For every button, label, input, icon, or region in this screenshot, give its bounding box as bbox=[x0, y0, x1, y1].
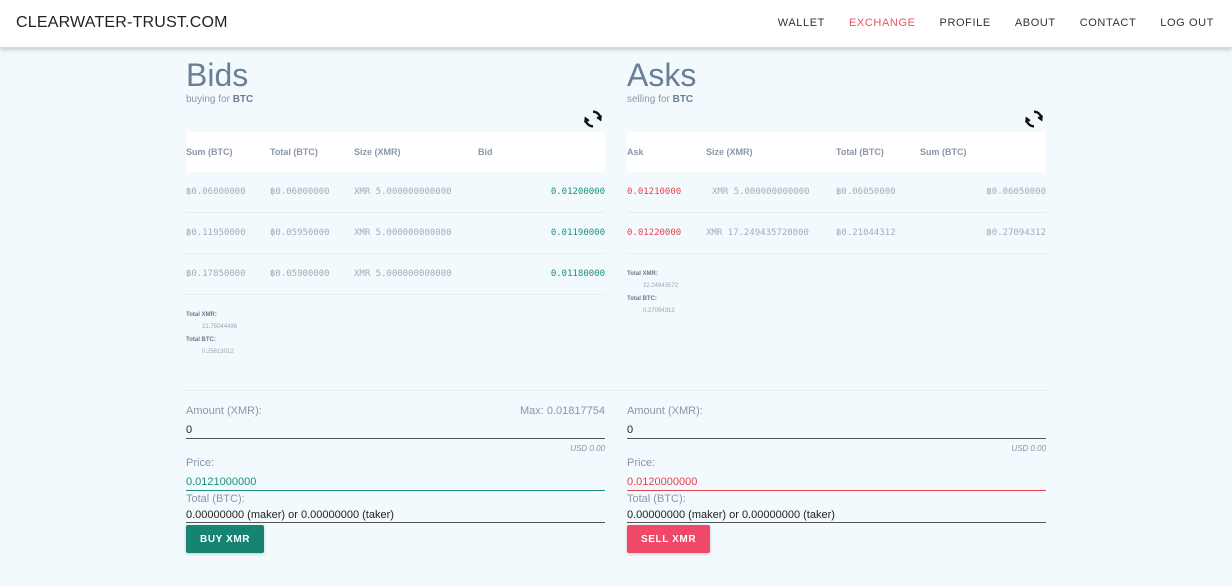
bids-header-bid: Bid bbox=[478, 147, 493, 157]
asks-subtitle-currency: BTC bbox=[672, 94, 694, 105]
sell-amount-input[interactable] bbox=[627, 417, 1046, 439]
bids-header-sum: Sum (BTC) bbox=[186, 147, 233, 157]
asks-total-btc-value: 0.27094312 bbox=[643, 308, 675, 314]
buy-form: Amount (XMR): Max: 0.01817754 USD 0.00 P… bbox=[186, 405, 605, 553]
asks-row[interactable]: 0.01220000 XMR 17.249435720000 ฿0.210443… bbox=[627, 213, 1046, 254]
sell-xmr-button[interactable]: SELL XMR bbox=[627, 525, 711, 553]
buy-price-input[interactable] bbox=[186, 469, 605, 491]
ask-total: ฿0.06050000 bbox=[836, 187, 896, 197]
bid-size: XMR 5.000000000000 bbox=[354, 187, 452, 197]
bids-panel: Bids buying for BTC Sum (BTC) Total (BTC… bbox=[186, 57, 605, 355]
sell-total-label: Total (BTC): bbox=[627, 493, 686, 505]
bids-totals: Total XMR: 21.75044496 Total BTC: 0.2561… bbox=[186, 295, 605, 355]
asks-total-xmr-label: Total XMR: bbox=[627, 271, 658, 277]
ask-sum: ฿0.27094312 bbox=[986, 228, 1046, 238]
bid-size: XMR 5.000000000000 bbox=[354, 228, 452, 238]
buy-total-value: 0.00000000 (maker) or 0.00000000 (taker) bbox=[186, 505, 605, 523]
asks-orderbook: Ask Size (XMR) Total (BTC) Sum (BTC) 0.0… bbox=[627, 132, 1046, 314]
bids-subtitle: buying for BTC bbox=[186, 94, 605, 105]
nav-wallet[interactable]: WALLET bbox=[777, 17, 825, 29]
buy-usd-value: USD 0.00 bbox=[570, 444, 605, 453]
bid-price: 0.01180000 bbox=[550, 269, 605, 279]
bids-row[interactable]: ฿0.06000000 ฿0.06000000 XMR 5.0000000000… bbox=[186, 172, 605, 213]
bids-total-xmr-value: 21.75044496 bbox=[202, 324, 238, 330]
buy-xmr-button[interactable]: BUY XMR bbox=[186, 525, 265, 553]
asks-header-ask: Ask bbox=[627, 147, 644, 157]
nav-logout[interactable]: LOG OUT bbox=[1160, 17, 1214, 29]
bids-total-btc-label: Total BTC: bbox=[186, 337, 216, 343]
nav-exchange[interactable]: EXCHANGE bbox=[849, 17, 916, 29]
sell-price-label: Price: bbox=[627, 457, 656, 469]
brand-logo[interactable]: CLEARWATER-TRUST.COM bbox=[16, 14, 228, 31]
ask-price: 0.01220000 bbox=[627, 228, 682, 238]
asks-table-header: Ask Size (XMR) Total (BTC) Sum (BTC) bbox=[627, 132, 1046, 172]
sell-amount-label: Amount (XMR): bbox=[627, 405, 703, 417]
bids-refresh-icon[interactable] bbox=[582, 108, 604, 130]
buy-price-label: Price: bbox=[186, 457, 215, 469]
section-divider bbox=[186, 390, 1046, 391]
bids-total-btc-value: 0.25613012 bbox=[202, 349, 234, 355]
nav-menu: WALLET EXCHANGE PROFILE ABOUT CONTACT LO… bbox=[778, 17, 1214, 29]
sell-form: Amount (XMR): USD 0.00 Price: Total (BTC… bbox=[627, 405, 1046, 553]
bid-total: ฿0.05950000 bbox=[270, 228, 330, 238]
nav-profile[interactable]: PROFILE bbox=[939, 17, 991, 29]
bids-subtitle-prefix: buying for bbox=[186, 94, 230, 105]
bids-header-total: Total (BTC) bbox=[270, 147, 318, 157]
bids-total-xmr-label: Total XMR: bbox=[186, 312, 217, 318]
bids-row[interactable]: ฿0.11950000 ฿0.05950000 XMR 5.0000000000… bbox=[186, 213, 605, 254]
asks-refresh-icon[interactable] bbox=[1023, 108, 1045, 130]
asks-header-size: Size (XMR) bbox=[706, 147, 753, 157]
bids-orderbook: Sum (BTC) Total (BTC) Size (XMR) Bid ฿0.… bbox=[186, 132, 605, 355]
bid-sum: ฿0.06000000 bbox=[186, 187, 246, 197]
sell-usd-value: USD 0.00 bbox=[1011, 444, 1046, 453]
asks-header-total: Total (BTC) bbox=[836, 147, 884, 157]
bids-header-size: Size (XMR) bbox=[354, 147, 401, 157]
top-navbar: CLEARWATER-TRUST.COM WALLET EXCHANGE PRO… bbox=[0, 0, 1232, 48]
buy-max-label[interactable]: Max: 0.01817754 bbox=[519, 405, 605, 417]
bid-total: ฿0.06000000 bbox=[270, 187, 330, 197]
bids-title: Bids bbox=[186, 57, 249, 93]
bids-table-header: Sum (BTC) Total (BTC) Size (XMR) Bid bbox=[186, 132, 605, 172]
asks-total-xmr-value: 22.24943572 bbox=[643, 283, 679, 289]
bid-sum: ฿0.11950000 bbox=[186, 228, 246, 238]
nav-about[interactable]: ABOUT bbox=[1014, 17, 1056, 29]
asks-header-sum: Sum (BTC) bbox=[920, 147, 967, 157]
asks-totals: Total XMR: 22.24943572 Total BTC: 0.2709… bbox=[627, 254, 1046, 314]
ask-size: XMR 5.000000000000 bbox=[712, 187, 810, 197]
asks-subtitle-prefix: selling for bbox=[627, 94, 670, 105]
bid-price: 0.01200000 bbox=[550, 187, 605, 197]
buy-amount-label: Amount (XMR): bbox=[186, 405, 262, 417]
bid-price: 0.01190000 bbox=[550, 228, 605, 238]
bids-row[interactable]: ฿0.17850000 ฿0.05900000 XMR 5.0000000000… bbox=[186, 254, 605, 295]
asks-row[interactable]: 0.01210000 XMR 5.000000000000 ฿0.0605000… bbox=[627, 172, 1046, 213]
asks-subtitle: selling for BTC bbox=[627, 94, 1046, 105]
bids-subtitle-currency: BTC bbox=[232, 94, 254, 105]
asks-title: Asks bbox=[627, 57, 697, 93]
ask-price: 0.01210000 bbox=[627, 187, 682, 197]
buy-total-label: Total (BTC): bbox=[186, 493, 245, 505]
ask-size: XMR 17.249435720000 bbox=[706, 228, 809, 238]
ask-total: ฿0.21044312 bbox=[836, 228, 896, 238]
sell-total-value: 0.00000000 (maker) or 0.00000000 (taker) bbox=[627, 505, 1046, 523]
bid-size: XMR 5.000000000000 bbox=[354, 269, 452, 279]
bid-sum: ฿0.17850000 bbox=[186, 269, 246, 279]
buy-amount-input[interactable] bbox=[186, 417, 605, 439]
bid-total: ฿0.05900000 bbox=[270, 269, 330, 279]
nav-contact[interactable]: CONTACT bbox=[1079, 17, 1137, 29]
sell-price-input[interactable] bbox=[627, 469, 1046, 491]
asks-panel: Asks selling for BTC Ask Size (XMR) Tota… bbox=[627, 57, 1046, 314]
ask-sum: ฿0.06050000 bbox=[986, 187, 1046, 197]
asks-total-btc-label: Total BTC: bbox=[627, 296, 657, 302]
